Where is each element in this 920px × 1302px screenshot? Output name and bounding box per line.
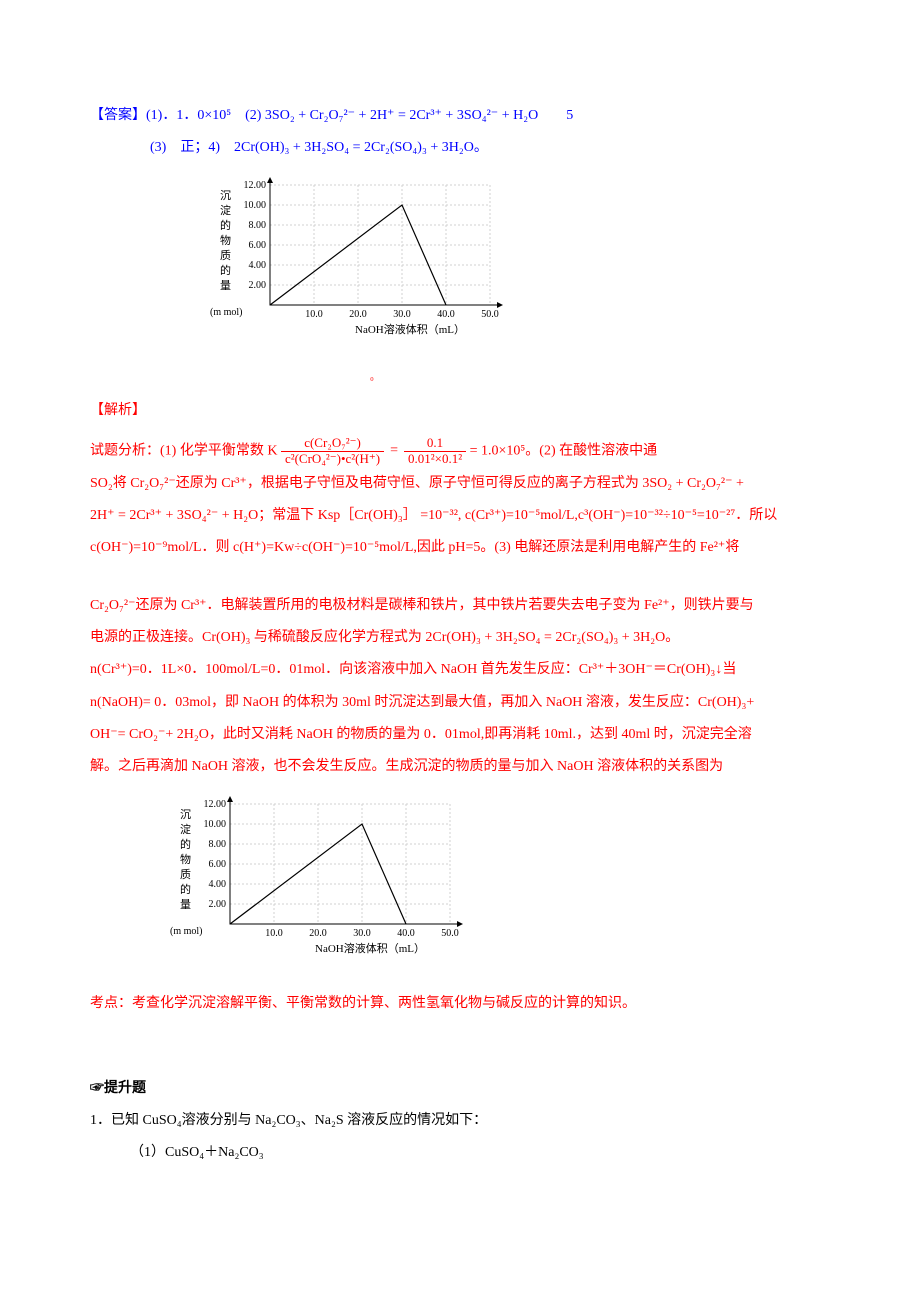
section-header: ☞提升题: [90, 1073, 850, 1105]
svg-text:8.00: 8.00: [209, 839, 227, 850]
svg-text:12.00: 12.00: [244, 180, 267, 191]
svg-text:NaOH溶液体积（mL）: NaOH溶液体积（mL）: [355, 322, 465, 336]
svg-text:质: 质: [220, 249, 231, 262]
analysis-p3: 2H⁺ = 2Cr³⁺ + 3SO₄²⁻ + H₂O；常温下 Ksp［Cr(OH…: [90, 500, 850, 532]
chart-b: 2.00 4.00 6.00 8.00 10.00 12.00 10.0 20.0 30.0 40…: [170, 789, 510, 969]
answer-line-1: 【答案】(1)．1．0×10⁵ (2) 3SO₂ + Cr₂O₇²⁻ + 2H⁺…: [90, 100, 850, 132]
analysis-p7: n(Cr³⁺)=0．1L×0．100mol/L=0．01mol．向该溶液中加入 …: [90, 654, 850, 686]
svg-text:12.00: 12.00: [204, 799, 227, 810]
analysis-p4: c(OH⁻)=10⁻⁹mol/L．则 c(H⁺)=Kw÷c(OH⁻)=10⁻⁵m…: [90, 532, 850, 564]
answer-label: 【答案】: [90, 108, 146, 123]
analysis-p8: n(NaOH)= 0．03mol，即 NaOH 的体积为 30ml 时沉淀达到最…: [90, 687, 850, 719]
svg-text:的: 的: [180, 882, 191, 896]
p1-frac1-num: c(Cr₂O₇²⁻): [300, 436, 365, 450]
svg-text:6.00: 6.00: [209, 859, 227, 870]
p1-b: = 1.0×10⁵。(2) 在酸性溶液中通: [470, 443, 658, 458]
svg-text:40.0: 40.0: [397, 928, 415, 939]
svg-text:10.00: 10.00: [244, 200, 267, 211]
svg-text:30.0: 30.0: [393, 309, 411, 320]
p1-frac2-num: 0.1: [423, 436, 447, 450]
svg-text:2.00: 2.00: [209, 899, 227, 910]
svg-text:物: 物: [180, 852, 191, 866]
svg-text:淀: 淀: [220, 203, 231, 217]
svg-text:20.0: 20.0: [349, 309, 367, 320]
p1-frac2-den: 0.01²×0.1²: [404, 451, 466, 466]
answer-text-1: (1)．1．0×10⁵ (2) 3SO₂ + Cr₂O₇²⁻ + 2H⁺ = 2…: [146, 108, 573, 123]
analysis-p6: 电源的正极连接。Cr(OH)₃ 与稀硫酸反应化学方程式为 2Cr(OH)₃ + …: [90, 622, 850, 654]
svg-text:10.00: 10.00: [204, 819, 227, 830]
svg-text:的: 的: [220, 218, 231, 232]
svg-text:沉: 沉: [180, 808, 191, 821]
analysis-label: 【解析】: [90, 395, 850, 427]
p1-eq-sign-1: =: [390, 435, 398, 467]
svg-text:的: 的: [180, 837, 191, 851]
svg-text:2.00: 2.00: [249, 280, 267, 291]
analysis-p10: 解。之后再滴加 NaOH 溶液，也不会发生反应。生成沉淀的物质的量与加入 NaO…: [90, 751, 850, 783]
svg-text:(m mol): (m mol): [170, 926, 203, 937]
answer-line-2: (3) 正；4) 2Cr(OH)₃ + 3H₂SO₄ = 2Cr₂(SO₄)₃ …: [90, 132, 850, 164]
q1-sub1: （1）CuSO₄＋Na₂CO₃: [90, 1137, 850, 1169]
svg-text:淀: 淀: [180, 822, 191, 836]
chart-b-wrapper: 2.00 4.00 6.00 8.00 10.00 12.00 10.0 20.0 30.0 40…: [170, 789, 850, 982]
svg-text:沉: 沉: [220, 189, 231, 202]
p1-frac1: c(Cr₂O₇²⁻) c²(CrO₄²⁻)•c²(H⁺): [281, 436, 384, 466]
svg-text:质: 质: [180, 868, 191, 881]
svg-text:8.00: 8.00: [249, 220, 267, 231]
analysis-p5: Cr₂O₇²⁻还原为 Cr³⁺．电解装置所用的电极材料是碳棒和铁片，其中铁片若要…: [90, 590, 850, 622]
svg-text:的: 的: [220, 263, 231, 277]
analysis-p2: SO₂将 Cr₂O₇²⁻还原为 Cr³⁺，根据电子守恒及电荷守恒、原子守恒可得反…: [90, 468, 850, 500]
topic-line: 考点：考查化学沉淀溶解平衡、平衡常数的计算、两性氢氧化物与碱反应的计算的知识。: [90, 988, 850, 1020]
svg-text:10.0: 10.0: [265, 928, 283, 939]
svg-text:50.0: 50.0: [481, 309, 499, 320]
p1-a: 试题分析：(1) 化学平衡常数 K: [90, 443, 277, 458]
document-page: 【答案】(1)．1．0×10⁵ (2) 3SO₂ + Cr₂O₇²⁻ + 2H⁺…: [0, 0, 920, 1229]
analysis-p1: 试题分析：(1) 化学平衡常数 K c(Cr₂O₇²⁻) c²(CrO₄²⁻)•…: [90, 435, 850, 468]
svg-text:物: 物: [220, 233, 231, 247]
p1-frac2: 0.1 0.01²×0.1²: [404, 436, 466, 466]
svg-text:4.00: 4.00: [209, 879, 227, 890]
svg-text:6.00: 6.00: [249, 240, 267, 251]
chart-a: 2.00 4.00 6.00 8.00 10.00 12.00 10.0 20.0 30.0 40…: [210, 170, 550, 350]
svg-text:20.0: 20.0: [309, 928, 327, 939]
svg-text:NaOH溶液体积（mL）: NaOH溶液体积（mL）: [315, 941, 425, 955]
svg-text:50.0: 50.0: [441, 928, 459, 939]
q1-stem: 1．已知 CuSO₄溶液分别与 Na₂CO₃、Na₂S 溶液反应的情况如下：: [90, 1105, 850, 1137]
svg-text:量: 量: [220, 279, 231, 292]
p1-frac1-den: c²(CrO₄²⁻)•c²(H⁺): [281, 451, 384, 466]
analysis-p9: OH⁻= CrO₂⁻+ 2H₂O，此时又消耗 NaOH 的物质的量为 0．01m…: [90, 719, 850, 751]
svg-text:4.00: 4.00: [249, 260, 267, 271]
svg-text:30.0: 30.0: [353, 928, 371, 939]
svg-text:(m mol): (m mol): [210, 307, 243, 318]
p1-eq-wrap: c(Cr₂O₇²⁻) c²(CrO₄²⁻)•c²(H⁺) = 0.1 0.01²…: [281, 435, 466, 467]
svg-text:10.0: 10.0: [305, 309, 323, 320]
chart-a-wrapper: 2.00 4.00 6.00 8.00 10.00 12.00 10.0 20.0 30.0 40…: [210, 170, 850, 388]
svg-text:40.0: 40.0: [437, 309, 455, 320]
svg-text:量: 量: [180, 898, 191, 911]
red-marker: ₀: [210, 364, 850, 389]
